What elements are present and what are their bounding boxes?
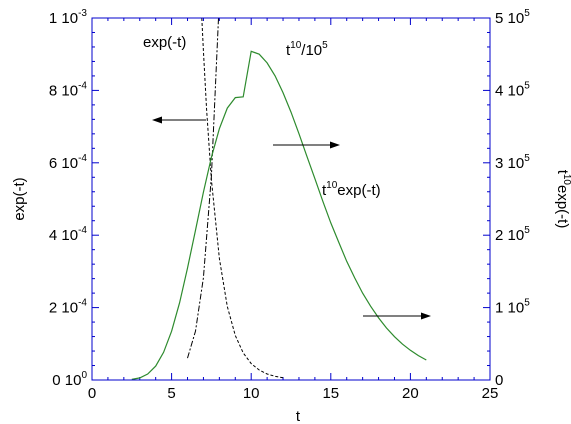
- y-right-tick-exponent: 5: [524, 225, 530, 236]
- y-left-tick-mantissa: 4 10: [49, 227, 78, 244]
- y-right-tick-mantissa: 3 10: [495, 155, 524, 172]
- y-left-tick-mantissa: 8 10: [49, 82, 78, 99]
- arrow-t10-to-right-axis: [273, 141, 340, 149]
- series-line-t10-exp: [131, 50, 427, 380]
- y-right-tick-label: 5 105: [495, 8, 530, 27]
- x-tick-label: 5: [167, 385, 175, 402]
- annotation-green-exp: 10: [326, 180, 338, 191]
- plot-frame: [91, 17, 491, 381]
- x-tick-label: 0: [88, 385, 96, 402]
- ticks-layer: [91, 17, 491, 381]
- y-left-tick-exponent: -4: [78, 225, 87, 236]
- y-left-tick-label: 0 100: [52, 370, 87, 389]
- y-left-tick-label: 8 10-4: [49, 80, 88, 99]
- y-left-tick-exponent: -4: [78, 153, 87, 164]
- y-right-tick-label: 0: [495, 372, 503, 389]
- x-tick-label: 20: [402, 385, 419, 402]
- y-right-tick-mantissa: 5 10: [495, 10, 524, 27]
- y-left-tick-label: 1 10-3: [49, 8, 88, 27]
- y-right-axis-title-base: t: [554, 170, 571, 175]
- y-left-tick-exponent: -4: [78, 80, 87, 91]
- annotation-t10-exp-t: t10exp(-t): [322, 180, 381, 199]
- annotation-t10-rest: /10: [301, 42, 322, 59]
- annotation-green-rest: exp(-t): [337, 182, 380, 199]
- y-left-tick-exponent: -4: [78, 298, 87, 309]
- y-right-tick-exponent: 5: [524, 298, 530, 309]
- y-right-tick-exponent: 5: [524, 80, 530, 91]
- annotation-green-base: t: [322, 182, 327, 199]
- y-right-axis-title-rest: exp(-t): [554, 185, 571, 228]
- series-line-t10-over-1e5: [187, 18, 220, 359]
- y-left-axis-title: exp(-t): [11, 177, 28, 220]
- y-right-tick-label: 4 105: [495, 80, 530, 99]
- y-right-axis-title-exp: 10: [561, 174, 571, 186]
- y-right-tick-mantissa: 1 10: [495, 300, 524, 317]
- y-left-tick-mantissa: 0 10: [52, 372, 81, 389]
- y-left-tick-mantissa: 1 10: [49, 10, 78, 27]
- arrow-exp-to-left-axis: [152, 116, 206, 124]
- y-left-tick-exponent: -3: [78, 8, 87, 19]
- arrow-green-to-right-axis: [363, 312, 431, 320]
- annotation-exp: exp(-t): [143, 34, 186, 51]
- y-right-tick-mantissa: 4 10: [495, 82, 524, 99]
- y-right-tick-mantissa: 2 10: [495, 227, 524, 244]
- annotation-t10-exp: 10: [290, 40, 302, 51]
- y-left-tick-label: 4 10-4: [49, 225, 88, 244]
- x-axis-title: t: [296, 408, 301, 424]
- curves-layer: [131, 18, 427, 380]
- y-right-tick-exponent: 5: [524, 8, 530, 19]
- y-left-tick-mantissa: 2 10: [49, 300, 78, 317]
- y-left-tick-mantissa: 6 10: [49, 155, 78, 172]
- y-right-tick-exponent: 5: [524, 153, 530, 164]
- x-tick-label: 10: [243, 385, 260, 402]
- y-right-tick-mantissa: 0: [495, 372, 503, 389]
- y-right-axis-title: t10exp(-t): [554, 170, 571, 229]
- annotation-t10-exp2: 5: [322, 40, 328, 51]
- series-line-exp: [201, 18, 284, 379]
- annotation-t10-base: t: [286, 42, 291, 59]
- y-right-tick-label: 1 105: [495, 298, 530, 317]
- x-tick-label: 25: [482, 385, 499, 402]
- y-right-tick-label: 3 105: [495, 153, 530, 172]
- x-tick-label: 15: [322, 385, 339, 402]
- y-left-tick-label: 2 10-4: [49, 298, 88, 317]
- y-left-tick-label: 6 10-4: [49, 153, 88, 172]
- y-right-tick-label: 2 105: [495, 225, 530, 244]
- annotation-t10-over-1e5: t10/105: [286, 40, 328, 59]
- y-left-tick-exponent: 0: [81, 370, 87, 381]
